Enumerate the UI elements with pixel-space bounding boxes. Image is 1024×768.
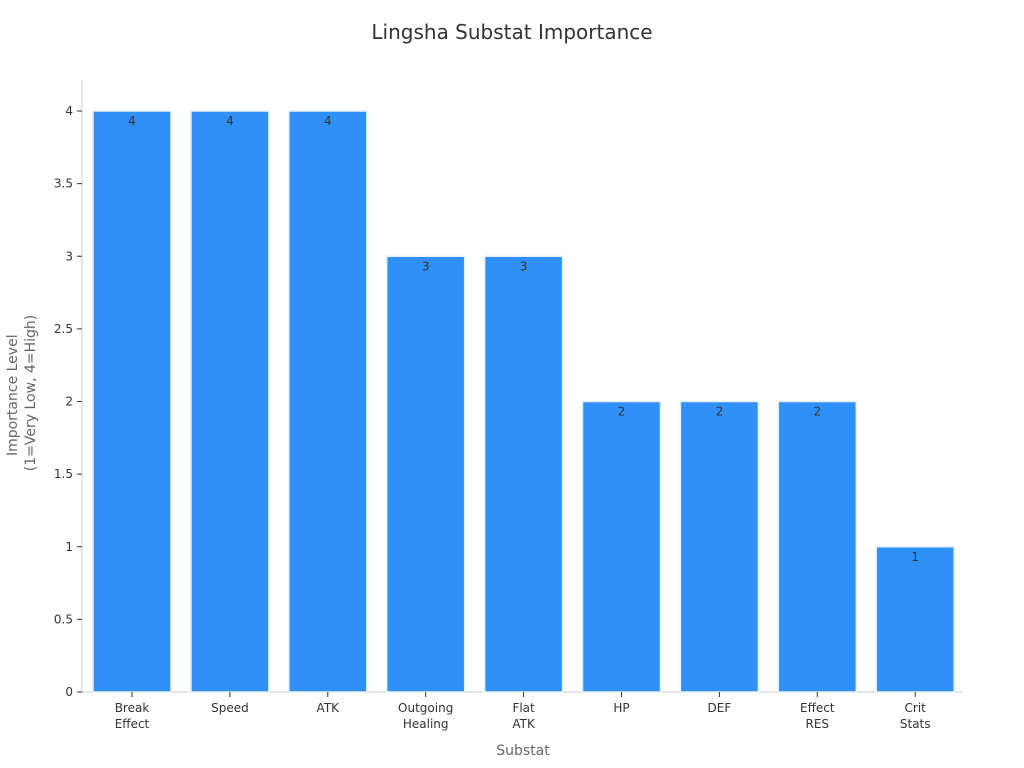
x-tick-label-line: Healing — [403, 717, 449, 731]
bar-6 — [679, 400, 760, 693]
data-label: 2 — [716, 405, 724, 419]
x-tick-label: Flat ATK — [512, 701, 536, 731]
x-tick-label-line: ATK — [317, 701, 341, 715]
bar-2 — [288, 110, 368, 693]
data-label: 4 — [128, 114, 136, 128]
x-tick-label: Outgoing Healing — [398, 701, 453, 731]
x-tick-label-line: Effect — [115, 717, 150, 731]
y-tick-label: 2 — [65, 395, 73, 409]
bar-3 — [385, 255, 466, 693]
x-tick-label-line: Break — [115, 701, 150, 715]
bar-5 — [581, 400, 662, 693]
y-tick-label: 2.5 — [54, 322, 73, 336]
x-tick-label-line: Stats — [900, 717, 931, 731]
x-tick-label-line: Effect — [800, 701, 835, 715]
bar-0 — [92, 110, 172, 693]
data-label: 4 — [226, 114, 234, 128]
x-tick-label-line: RES — [806, 717, 830, 731]
data-label: 2 — [813, 405, 821, 419]
plot-area: 0 0.5 1 1.5 2 2.5 3 3.5 4 4 Break Effect 4 Speed 4 ATK 3… — [54, 80, 963, 731]
bar-1 — [190, 110, 270, 693]
bar-4 — [483, 255, 564, 693]
y-axis-title-line-1: Importance Level — [5, 334, 21, 456]
data-label: 2 — [618, 405, 626, 419]
x-tick-label: HP — [613, 701, 629, 715]
y-axis-title: Importance Level (1=Very Low, 4=High) — [5, 315, 39, 471]
data-label: 3 — [422, 259, 430, 273]
x-tick-label: Crit Stats — [900, 701, 931, 731]
data-label: 1 — [911, 550, 919, 564]
y-tick-label: 1.5 — [54, 467, 73, 481]
x-tick-label-line: ATK — [512, 717, 536, 731]
x-tick-label: Break Effect — [115, 701, 150, 731]
x-tick-label-line: HP — [613, 701, 629, 715]
y-tick-label: 0.5 — [54, 612, 73, 626]
bar-8 — [875, 546, 955, 693]
y-tick-label: 3.5 — [54, 177, 73, 191]
x-tick-label-line: Flat — [512, 701, 535, 715]
x-tick-label-line: Outgoing — [398, 701, 453, 715]
y-tick-label: 4 — [65, 104, 73, 118]
y-tick-label: 1 — [65, 540, 73, 554]
x-tick-label-line: Crit — [905, 701, 927, 715]
data-label: 3 — [520, 259, 528, 273]
y-axis-title-line-2: (1=Very Low, 4=High) — [23, 315, 39, 471]
x-axis-title: Substat — [496, 743, 550, 759]
x-tick-label-line: DEF — [708, 701, 732, 715]
y-tick-label: 3 — [65, 249, 73, 263]
chart-title: Lingsha Substat Importance — [371, 20, 652, 44]
x-tick-label: Speed — [211, 701, 249, 715]
x-tick-label: DEF — [708, 701, 732, 715]
x-tick-label: ATK — [317, 701, 341, 715]
y-tick-label: 0 — [65, 685, 73, 699]
bar-7 — [777, 400, 858, 693]
data-label: 4 — [324, 114, 332, 128]
x-tick-label: Effect RES — [800, 701, 835, 731]
x-tick-label-line: Speed — [211, 701, 249, 715]
